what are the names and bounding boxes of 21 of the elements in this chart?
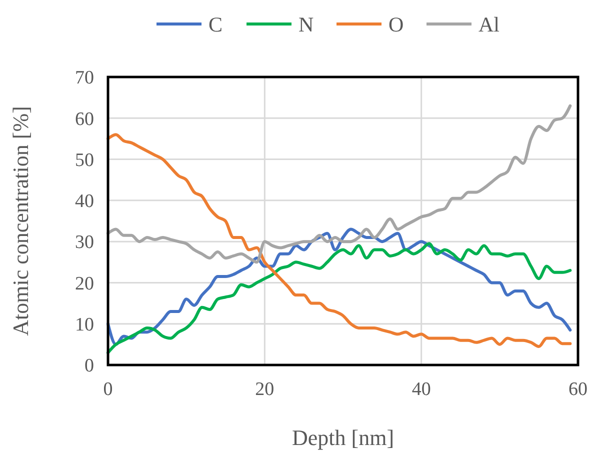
y-tick-label: 60 (75, 108, 94, 130)
y-tick-label: 10 (75, 314, 94, 336)
legend-label: Al (478, 12, 500, 36)
y-tick-label: 50 (75, 150, 94, 171)
x-axis-title: Depth [nm] (292, 425, 394, 450)
legend-label: C (208, 12, 223, 36)
y-tick-label: 70 (75, 68, 94, 89)
legend-label: O (388, 12, 404, 36)
x-tick-label: 40 (412, 379, 431, 400)
y-tick-label: 0 (84, 356, 94, 377)
y-tick-label: 40 (75, 191, 94, 212)
x-tick-label: 60 (568, 379, 588, 400)
line-series (106, 133, 572, 348)
legend-label: N (298, 12, 314, 36)
x-tick-label: 0 (103, 379, 113, 400)
line-series (106, 104, 572, 264)
y-axis-title: Atomic concentration [%] (8, 106, 33, 336)
x-tick-label: 20 (255, 379, 274, 400)
line-series (106, 242, 572, 354)
y-tick-label: 20 (75, 273, 94, 294)
y-tick-label: 30 (75, 232, 94, 254)
